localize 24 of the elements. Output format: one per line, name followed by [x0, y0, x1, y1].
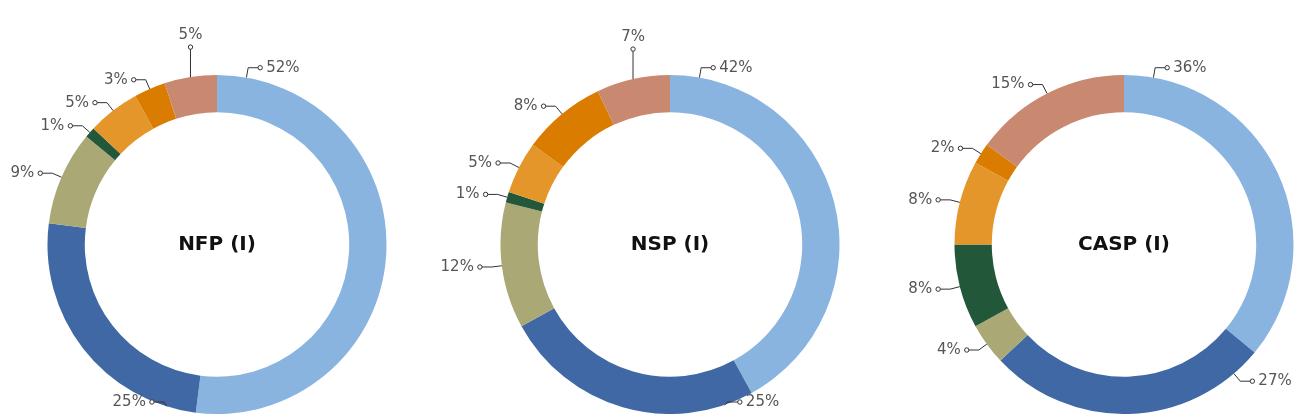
data-label: 2% [930, 138, 955, 157]
text: CASP (I) [1078, 230, 1170, 255]
data-label: 9% [10, 163, 35, 182]
data-label: 5% [65, 92, 89, 111]
data-label: 7% [621, 27, 645, 46]
data-label: 3% [103, 69, 128, 88]
data-label: 25% [112, 391, 146, 410]
data-label: 8% [513, 96, 538, 115]
data-label: 5% [178, 25, 203, 44]
data-label: 1% [40, 115, 65, 134]
text: NFP (I) [178, 230, 256, 255]
data-label: 42% [719, 57, 753, 76]
data-label: 36% [1173, 57, 1207, 76]
data-label: 8% [908, 279, 933, 298]
data-label: 12% [440, 256, 474, 275]
data-label: 4% [936, 339, 961, 358]
data-label: 52% [266, 57, 300, 76]
data-label: 5% [468, 152, 493, 171]
data-label: 15% [991, 74, 1025, 93]
data-label: 8% [908, 189, 933, 208]
data-label: 27% [1258, 371, 1292, 390]
data-label: 1% [455, 184, 480, 203]
text: NSP (I) [630, 230, 710, 255]
data-label: 25% [745, 391, 780, 410]
